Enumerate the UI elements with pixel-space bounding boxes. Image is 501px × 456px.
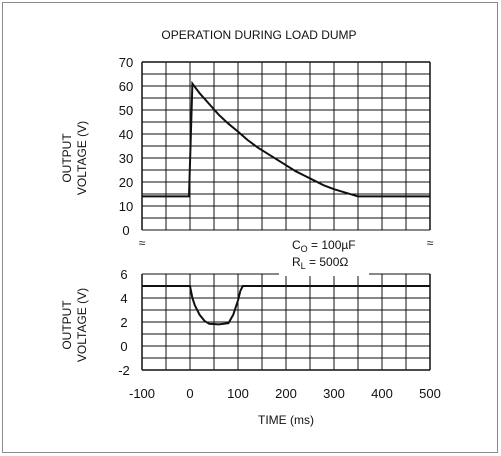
input-y-tick-label: 0 <box>122 223 129 238</box>
x-axis-label: TIME (ms) <box>258 413 314 427</box>
output-y-tick-label: 6 <box>120 267 127 282</box>
input-panel-grid <box>141 61 431 231</box>
chart-frame <box>2 2 498 453</box>
break-symbol-left: ≈ <box>139 236 146 250</box>
output-y-tick-labels: -2 0 2 4 6 <box>118 267 130 378</box>
output-ylabel-line-2: VOLTAGE (V) <box>75 288 89 362</box>
input-panel-ylabel: OUTPUT VOLTAGE (V) <box>60 121 89 195</box>
output-y-tick-label: 4 <box>120 291 127 306</box>
annotation-box <box>279 232 369 276</box>
x-tick-label: 500 <box>419 386 441 401</box>
output-y-tick-label: 2 <box>120 315 127 330</box>
x-tick-label: 200 <box>275 386 297 401</box>
x-tick-label: 300 <box>323 386 345 401</box>
input-y-tick-label: 10 <box>119 199 133 214</box>
annotation-r-value: = 500Ω <box>306 255 349 269</box>
x-tick-label: 0 <box>186 386 193 401</box>
annotation-r: RL = 500Ω <box>292 255 348 271</box>
output-voltage-line <box>142 285 430 326</box>
x-tick-labels: -100 0 100 200 300 400 500 <box>129 386 441 401</box>
input-y-tick-label: 40 <box>119 127 133 142</box>
break-symbol-right: ≈ <box>427 236 434 250</box>
annotation-r-symbol: R <box>292 255 301 269</box>
input-y-tick-label: 60 <box>119 79 133 94</box>
output-ylabel-line-1: OUTPUT <box>60 300 74 350</box>
input-y-tick-label: 30 <box>119 151 133 166</box>
annotation-r-sub: L <box>301 261 306 271</box>
output-panel-ylabel: OUTPUT VOLTAGE (V) <box>60 288 89 362</box>
input-ylabel-line-2: VOLTAGE (V) <box>75 121 89 195</box>
annotation-c-sub: O <box>301 244 308 254</box>
output-y-tick-label: -2 <box>118 363 130 378</box>
x-tick-label: 400 <box>371 386 393 401</box>
input-ylabel-line-1: OUTPUT <box>60 133 74 183</box>
input-y-tick-label: 20 <box>119 175 133 190</box>
input-y-tick-labels: 0 10 20 30 40 50 60 70 <box>119 55 133 238</box>
x-tick-label: -100 <box>129 386 155 401</box>
annotation-c-value: = 100µF <box>308 238 356 252</box>
output-y-tick-label: 0 <box>120 339 127 354</box>
chart-title: OPERATION DURING LOAD DUMP <box>161 28 356 42</box>
input-y-tick-label: 50 <box>119 103 133 118</box>
output-panel-grid <box>141 273 431 371</box>
x-tick-label: 100 <box>227 386 249 401</box>
input-voltage-line <box>142 80 430 198</box>
annotation-c-symbol: C <box>292 238 301 252</box>
input-y-tick-label: 70 <box>119 55 133 70</box>
annotation-c: CO = 100µF <box>292 238 356 254</box>
